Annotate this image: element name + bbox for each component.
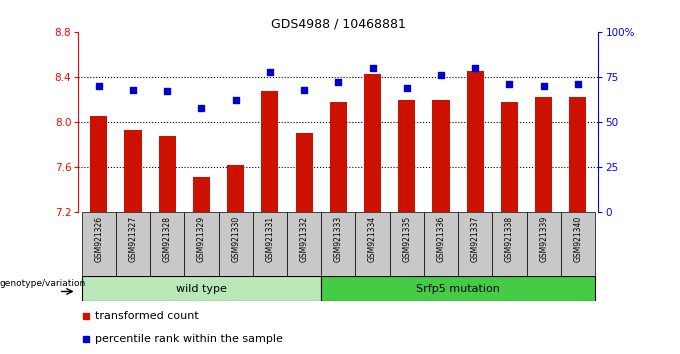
Bar (90, 116, 107, 212)
Bar (82, 276, 321, 301)
Point (401, 85, 412, 91)
Text: GSM921329: GSM921329 (197, 216, 206, 262)
Text: GSM921338: GSM921338 (505, 216, 514, 262)
Bar (296, 133, 313, 212)
Point (265, 69, 275, 74)
Title: GDS4988 / 10468881: GDS4988 / 10468881 (271, 18, 406, 31)
Text: GSM921336: GSM921336 (437, 216, 445, 262)
Text: Srfp5 mutation: Srfp5 mutation (416, 284, 500, 293)
Bar (432, 99, 449, 212)
Bar (321, 276, 595, 301)
Text: GSM921332: GSM921332 (300, 216, 309, 262)
Bar (424, 212, 458, 276)
Bar (124, 130, 141, 212)
Point (504, 81, 515, 87)
Point (573, 81, 583, 87)
Point (196, 105, 207, 110)
Bar (321, 212, 356, 276)
Text: GSM921337: GSM921337 (471, 216, 479, 262)
Point (299, 87, 309, 92)
Bar (158, 136, 175, 212)
Bar (466, 72, 483, 212)
Text: GSM921334: GSM921334 (368, 216, 377, 262)
Bar (398, 99, 415, 212)
Bar (227, 165, 244, 212)
Bar (184, 212, 218, 276)
Text: wild type: wild type (176, 284, 227, 293)
Point (538, 83, 549, 89)
Bar (364, 74, 381, 212)
Bar (526, 212, 561, 276)
Bar (261, 91, 278, 212)
Bar (193, 177, 210, 212)
Bar (253, 212, 287, 276)
Bar (535, 97, 552, 212)
Bar (287, 212, 321, 276)
Text: GSM921340: GSM921340 (573, 216, 582, 262)
Bar (390, 212, 424, 276)
Text: percentile rank within the sample: percentile rank within the sample (95, 334, 283, 344)
Text: GSM921328: GSM921328 (163, 216, 171, 262)
Point (470, 65, 481, 71)
Text: GSM921326: GSM921326 (95, 216, 103, 262)
Point (162, 88, 173, 94)
Text: GSM921330: GSM921330 (231, 216, 240, 262)
Bar (330, 102, 347, 212)
Point (435, 72, 446, 78)
Bar (569, 97, 586, 212)
Text: transformed count: transformed count (95, 311, 199, 321)
Point (231, 98, 241, 103)
Bar (150, 212, 184, 276)
Text: GSM921327: GSM921327 (129, 216, 137, 262)
Bar (218, 212, 253, 276)
Bar (501, 102, 518, 212)
Text: GSM921335: GSM921335 (403, 216, 411, 262)
Text: GSM921331: GSM921331 (265, 216, 274, 262)
Point (333, 80, 343, 85)
Point (128, 87, 139, 92)
Point (93, 83, 104, 89)
Bar (458, 212, 492, 276)
Text: GSM921333: GSM921333 (334, 216, 343, 262)
Bar (116, 212, 150, 276)
Bar (492, 212, 526, 276)
Bar (82, 212, 116, 276)
Bar (561, 212, 595, 276)
Bar (356, 212, 390, 276)
Text: GSM921339: GSM921339 (539, 216, 548, 262)
Text: genotype/variation: genotype/variation (0, 279, 86, 287)
Point (367, 65, 378, 71)
